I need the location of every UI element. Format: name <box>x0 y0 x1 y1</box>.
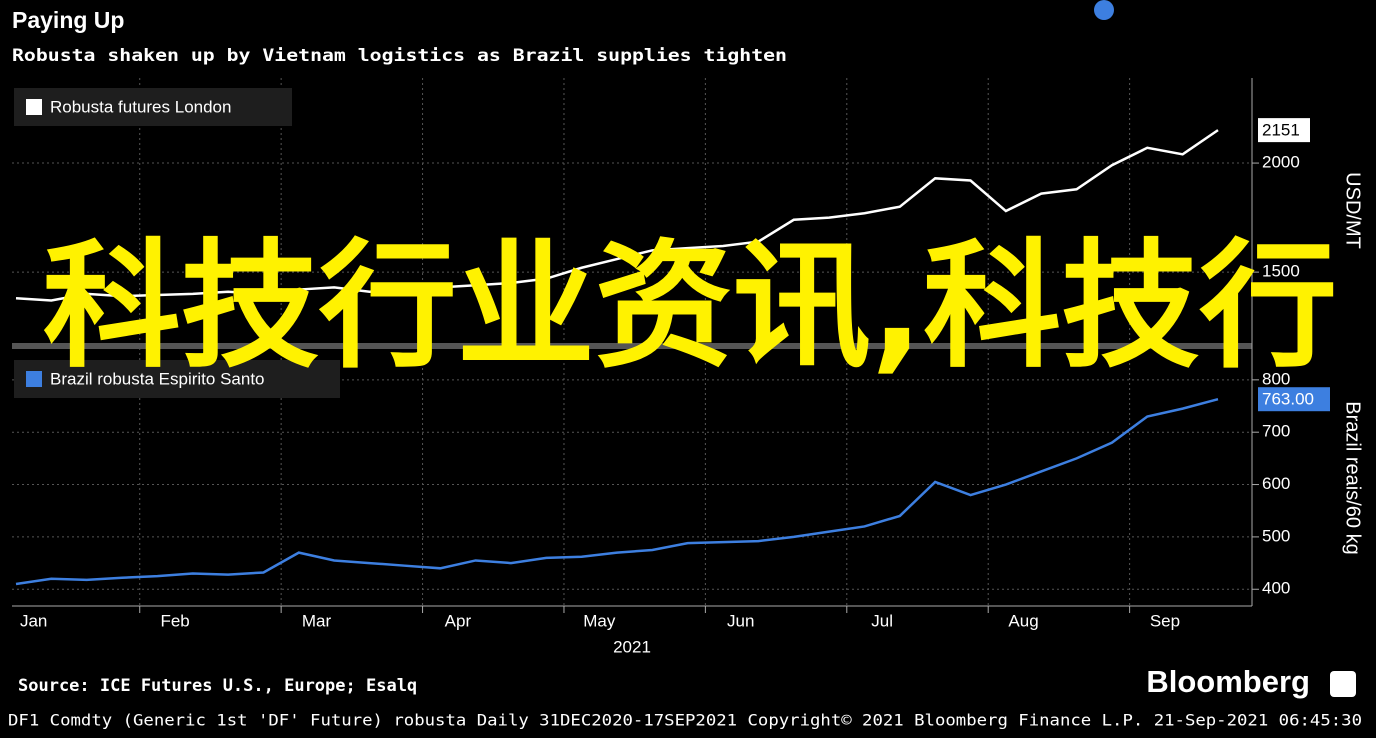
x-tick-label: Jan <box>20 611 47 630</box>
y-tick-label: 800 <box>1262 369 1290 388</box>
panel-separator <box>12 343 1252 349</box>
brand-icon <box>1330 671 1356 697</box>
y-axis-label: Brazil reais/60 kg <box>1342 401 1364 554</box>
value-label-box <box>1258 118 1310 143</box>
value-label: 2151 <box>1262 121 1300 140</box>
x-axis-label: 2021 <box>613 637 651 656</box>
y-tick-label: 1500 <box>1262 262 1300 281</box>
legend-swatch <box>26 99 42 115</box>
legend-box <box>14 88 292 126</box>
x-tick-label: Jun <box>727 611 754 630</box>
marker-dot <box>1094 0 1114 20</box>
line-series <box>15 129 1219 302</box>
chart-title: Paying Up <box>12 7 124 33</box>
legend-box <box>14 360 340 398</box>
y-tick-label: 600 <box>1262 474 1290 493</box>
x-tick-label: Aug <box>1008 611 1038 630</box>
y-tick-label: 700 <box>1262 422 1290 441</box>
y-tick-label: 400 <box>1262 579 1290 598</box>
x-tick-label: May <box>583 611 616 630</box>
chart-subtitle: Robusta shaken up by Vietnam logistics a… <box>12 46 787 66</box>
value-label-box <box>1258 387 1330 412</box>
x-tick-label: Apr <box>445 611 472 630</box>
line-series <box>15 398 1219 586</box>
x-tick-label: Mar <box>302 611 332 630</box>
y-tick-label: 500 <box>1262 526 1290 545</box>
x-tick-label: Jul <box>871 611 893 630</box>
brand: Bloomberg <box>1146 664 1310 699</box>
y-axis-label: USD/MT <box>1342 172 1364 249</box>
overlay-text: 科技行业资讯,科技行 <box>42 226 1338 387</box>
y-tick-label: 2000 <box>1262 153 1300 172</box>
x-tick-label: Feb <box>160 611 189 630</box>
footer: DF1 Comdty (Generic 1st 'DF' Future) rob… <box>8 711 1362 730</box>
value-label: 763.00 <box>1262 390 1314 409</box>
x-tick-label: Sep <box>1150 611 1180 630</box>
legend-swatch <box>26 371 42 387</box>
source: Source: ICE Futures U.S., Europe; Esalq <box>18 676 417 696</box>
legend-label: Robusta futures London <box>50 97 231 116</box>
legend-label: Brazil robusta Espirito Santo <box>50 369 265 388</box>
